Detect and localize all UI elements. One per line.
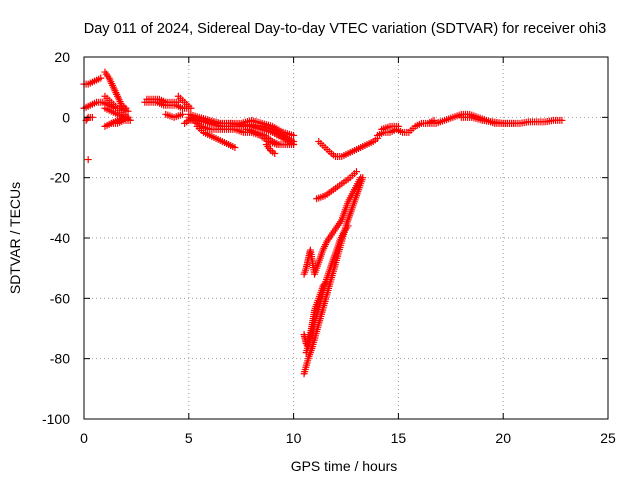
y-tick-label: 20 [54, 49, 70, 65]
x-tick-label: 25 [600, 430, 616, 446]
y-tick-label: -60 [50, 290, 70, 306]
x-tick-label: 5 [185, 430, 193, 446]
data-point [275, 140, 283, 148]
series-mid-f [243, 125, 283, 148]
grid-lines [84, 57, 608, 419]
axis-ticks: 0 5 10 15 20 25 -100 -80 -60 -40 -20 0 20 [42, 49, 616, 446]
y-tick-label: -80 [50, 351, 70, 367]
data-point [84, 156, 92, 164]
data-point [271, 150, 279, 158]
y-tick-label: -20 [50, 170, 70, 186]
series-early-g [107, 116, 134, 127]
y-tick-label: 0 [62, 109, 70, 125]
data-point [126, 116, 134, 124]
data-point [88, 113, 96, 121]
series-recovery-b [378, 122, 402, 133]
series-morning-d [174, 92, 195, 112]
y-tick-label: -40 [50, 230, 70, 246]
data-point [394, 122, 402, 130]
data-point [231, 144, 239, 151]
data-point [357, 174, 365, 182]
data-point [290, 131, 298, 139]
data-point [122, 104, 130, 112]
series-mid-g [262, 140, 279, 158]
series-early-c [101, 68, 130, 112]
chart-title: Day 011 of 2024, Sidereal Day-to-day VTE… [84, 21, 607, 37]
series-early-e [101, 92, 132, 121]
data-point [352, 168, 360, 176]
data-point [558, 116, 566, 124]
data-point [174, 98, 182, 106]
series-drop-e [313, 168, 360, 203]
data-point [97, 74, 105, 82]
data-point [83, 115, 91, 123]
x-tick-label: 15 [391, 430, 407, 446]
data-point [290, 140, 298, 148]
x-tick-label: 20 [495, 430, 511, 446]
data-point [179, 110, 187, 118]
x-tick-label: 0 [80, 430, 88, 446]
series-drop-d [300, 174, 365, 278]
x-axis-label: GPS time / hours [291, 458, 398, 474]
series-outlier [84, 156, 92, 164]
series-mid-e [193, 122, 239, 151]
y-axis-label: SDTVAR / TECUs [7, 182, 23, 294]
series-evening-b [457, 113, 518, 127]
y-tick-label: -100 [42, 411, 70, 427]
series-morning-b [143, 95, 182, 106]
data-point [187, 104, 195, 112]
x-tick-label: 10 [286, 430, 302, 446]
series-drop-c [302, 222, 352, 357]
series-morning-c [162, 110, 187, 121]
data-point [510, 119, 518, 127]
data-points [80, 68, 566, 378]
data-point [344, 222, 352, 230]
